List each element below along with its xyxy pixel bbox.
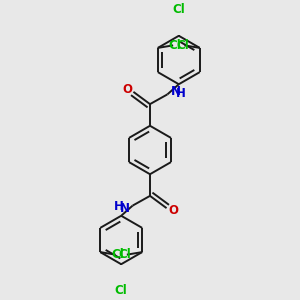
Text: H: H bbox=[114, 200, 124, 213]
Text: N: N bbox=[170, 85, 180, 98]
Text: N: N bbox=[120, 202, 130, 214]
Text: Cl: Cl bbox=[176, 39, 189, 52]
Text: Cl: Cl bbox=[118, 248, 131, 261]
Text: H: H bbox=[176, 87, 186, 101]
Text: O: O bbox=[122, 83, 132, 96]
Text: Cl: Cl bbox=[111, 248, 124, 261]
Text: Cl: Cl bbox=[169, 39, 182, 52]
Text: O: O bbox=[168, 204, 178, 217]
Text: Cl: Cl bbox=[172, 3, 185, 16]
Text: Cl: Cl bbox=[115, 284, 128, 297]
